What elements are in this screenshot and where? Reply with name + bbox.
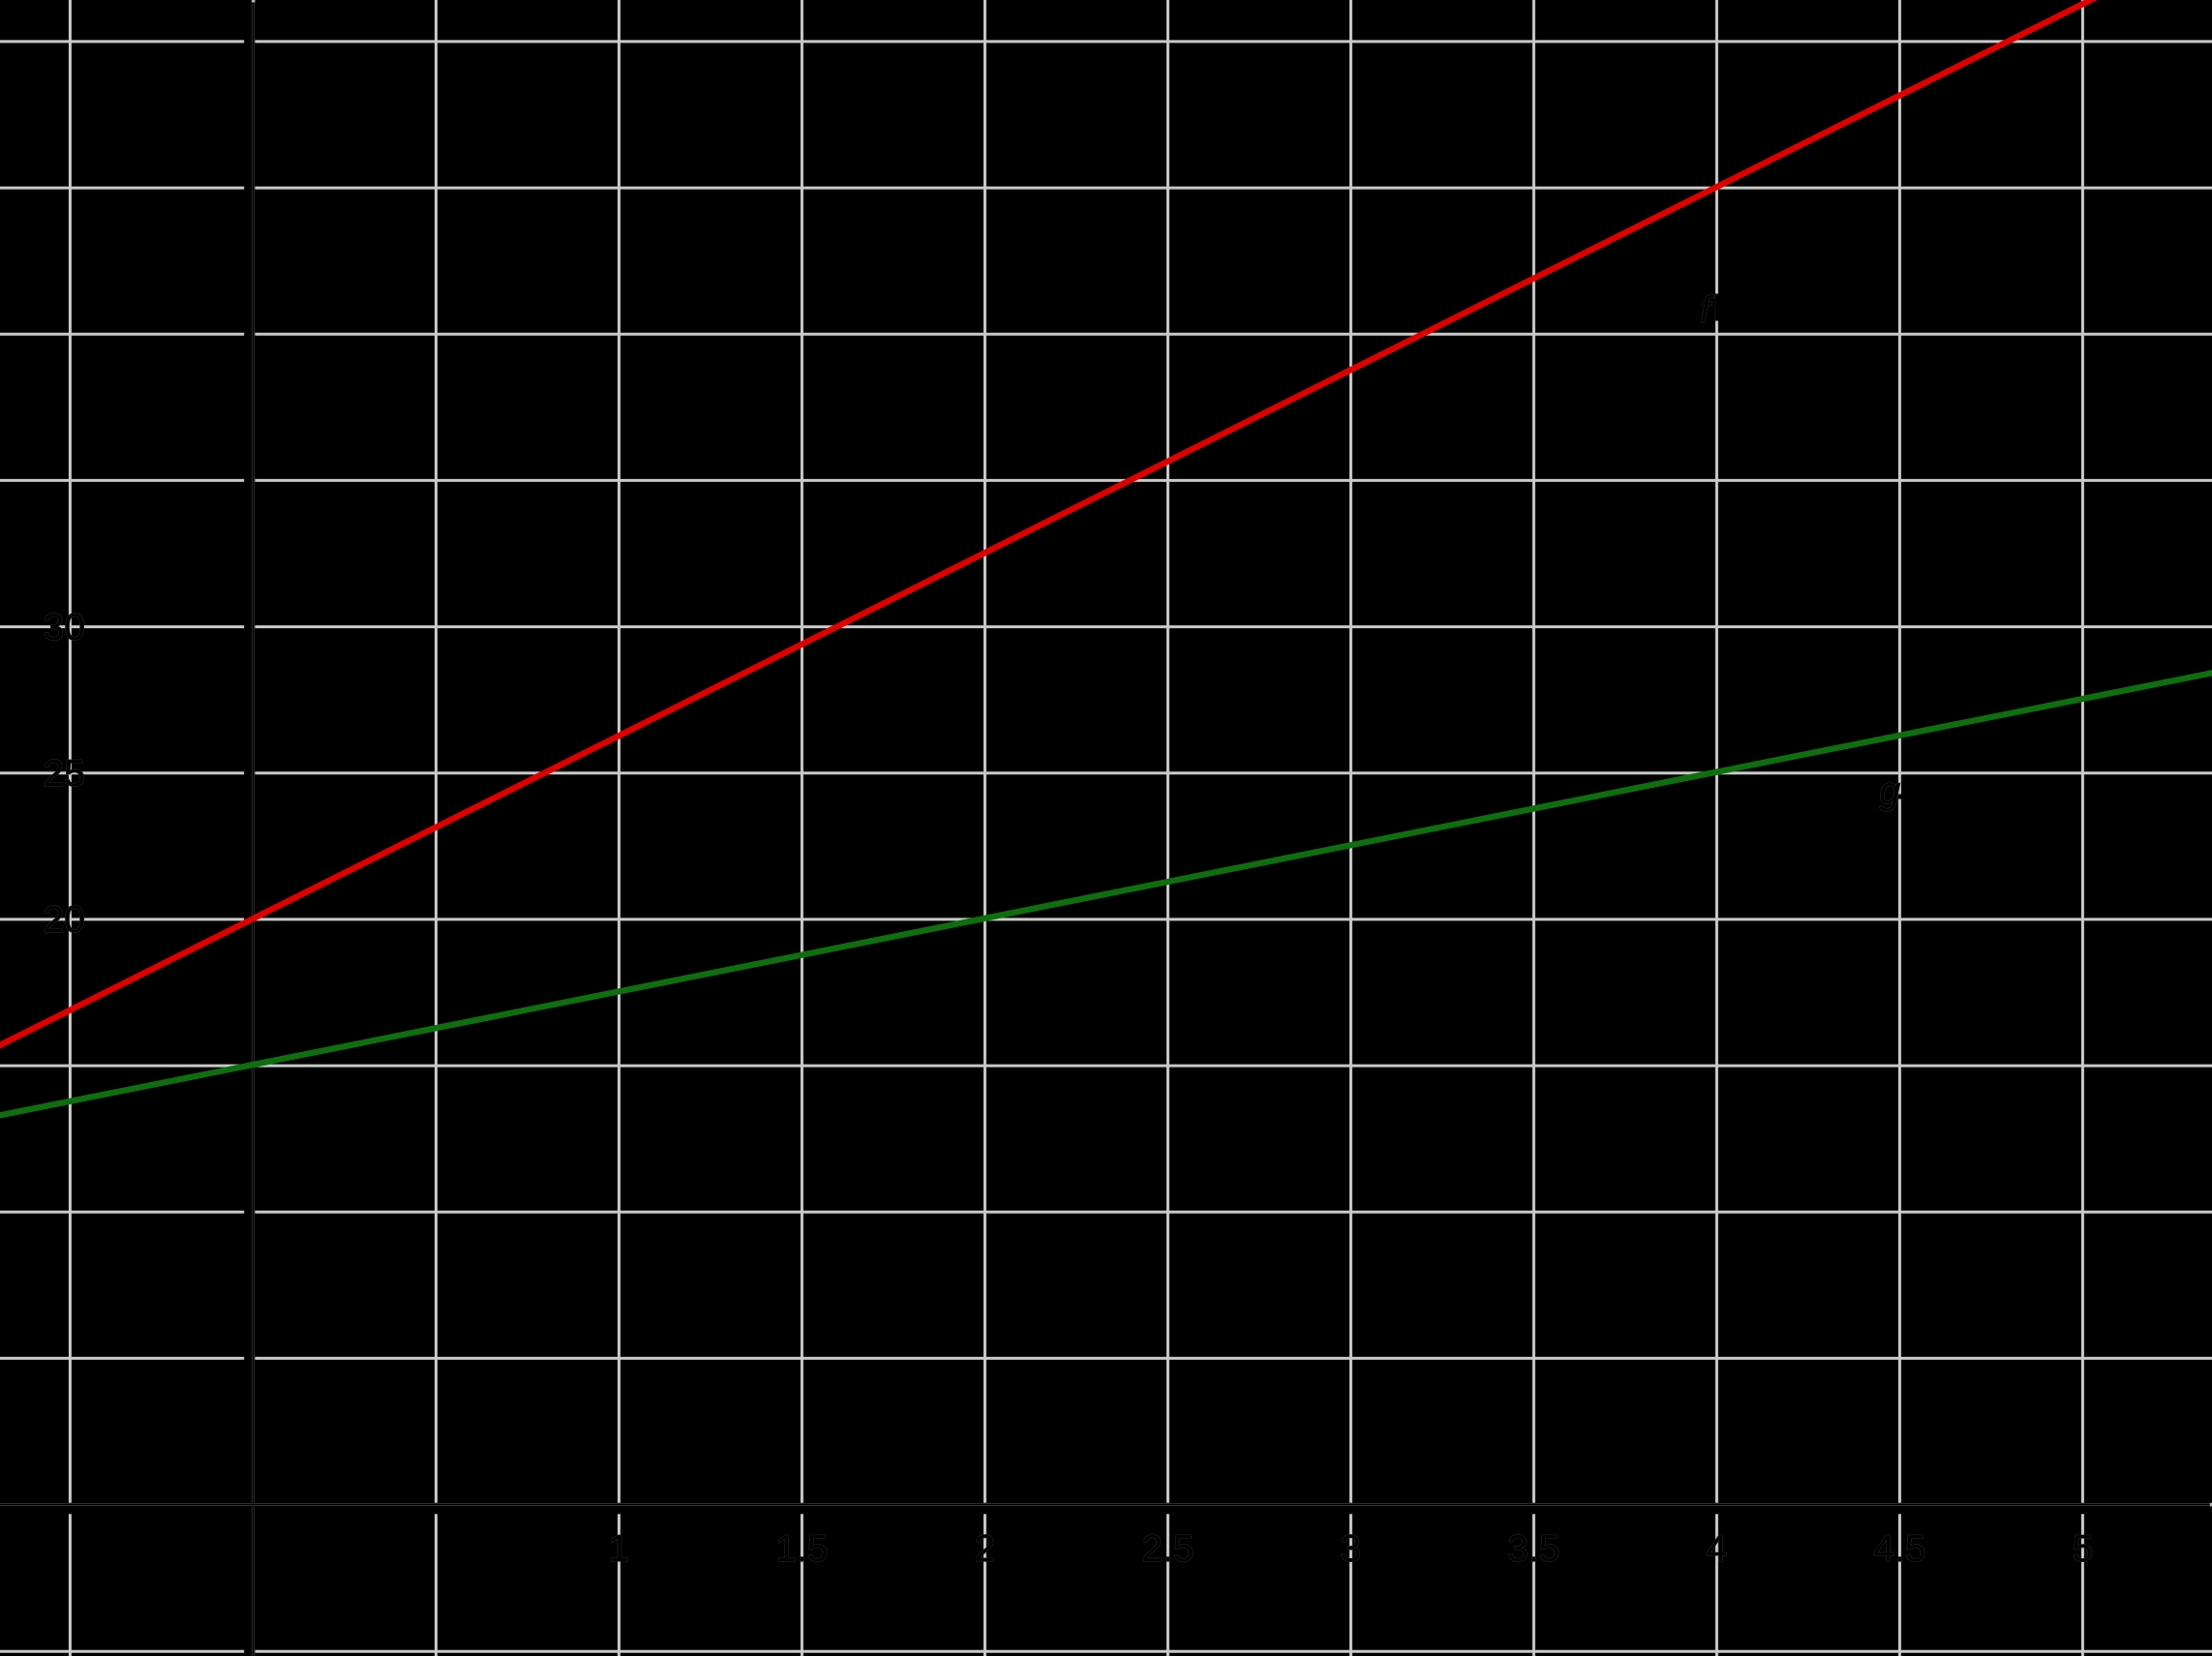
svg-text:2.5: 2.5 (1141, 1528, 1194, 1570)
svg-text:30: 30 (44, 607, 85, 648)
svg-text:20: 20 (44, 899, 85, 941)
svg-text:5: 5 (2073, 1528, 2094, 1570)
svg-text:1.5: 1.5 (775, 1528, 828, 1570)
svg-text:g: g (1879, 770, 1900, 812)
svg-text:3.5: 3.5 (1507, 1528, 1560, 1570)
svg-text:25: 25 (44, 753, 85, 795)
svg-text:3: 3 (1341, 1528, 1362, 1570)
svg-text:2: 2 (975, 1528, 996, 1570)
svg-text:4.5: 4.5 (1873, 1528, 1925, 1570)
svg-text:1: 1 (609, 1528, 630, 1570)
svg-text:4: 4 (1707, 1528, 1728, 1570)
